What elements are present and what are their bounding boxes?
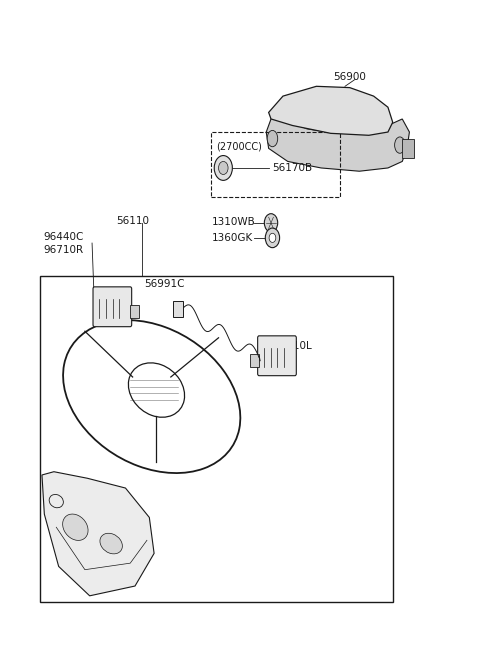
Bar	[211, 132, 340, 197]
Text: 96710L: 96710L	[274, 341, 312, 352]
Bar	[173, 300, 183, 317]
Circle shape	[269, 234, 276, 243]
Text: 56170B: 56170B	[273, 163, 312, 173]
Ellipse shape	[100, 533, 122, 554]
Bar	[39, 276, 393, 602]
Text: 96710R: 96710R	[43, 245, 84, 255]
Bar	[251, 354, 259, 367]
Polygon shape	[266, 112, 409, 171]
Circle shape	[265, 228, 280, 248]
Text: 56900: 56900	[333, 72, 366, 82]
Ellipse shape	[214, 155, 232, 180]
Text: 1310WB: 1310WB	[211, 216, 255, 226]
Ellipse shape	[218, 161, 228, 174]
Circle shape	[264, 214, 278, 232]
Text: 96440C: 96440C	[43, 232, 84, 241]
Bar	[130, 305, 139, 318]
Text: 56991C: 56991C	[144, 279, 185, 289]
Text: (2700CC): (2700CC)	[216, 142, 262, 152]
Polygon shape	[42, 472, 154, 596]
Text: 1360GK: 1360GK	[211, 233, 252, 243]
FancyBboxPatch shape	[93, 287, 132, 327]
FancyBboxPatch shape	[258, 336, 296, 376]
Ellipse shape	[267, 131, 278, 147]
Bar	[402, 138, 414, 158]
Ellipse shape	[395, 137, 405, 154]
Polygon shape	[269, 87, 393, 135]
Ellipse shape	[63, 514, 88, 541]
Text: 56110: 56110	[116, 216, 149, 226]
